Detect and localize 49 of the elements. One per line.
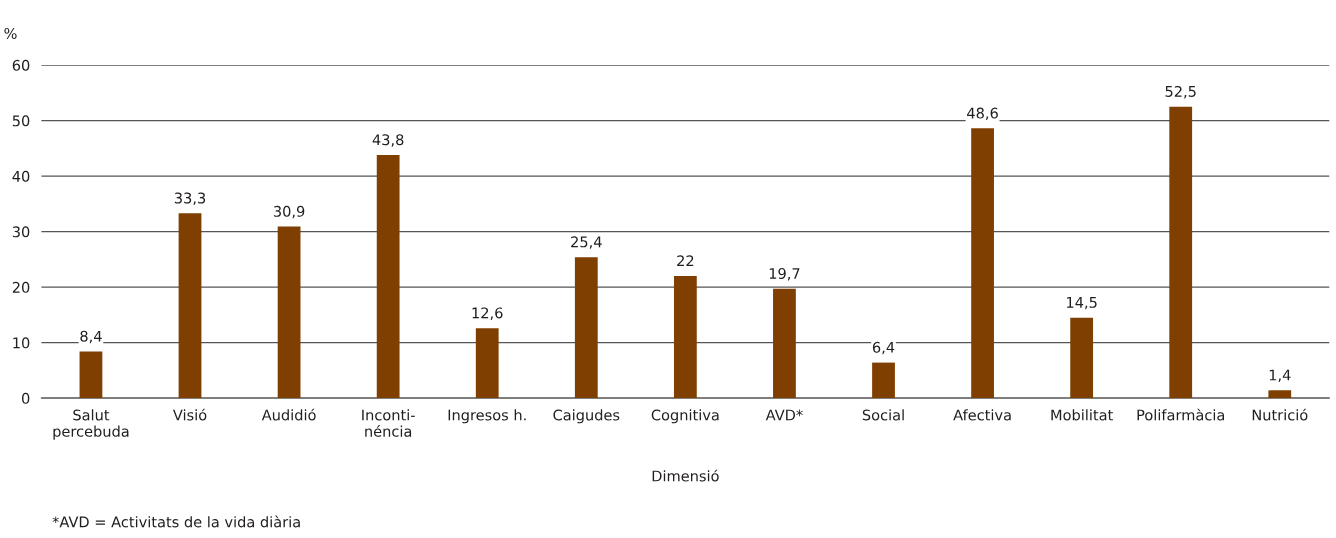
data-label: 25,4 bbox=[571, 236, 602, 249]
y-tick-label: 40 bbox=[12, 170, 30, 182]
y-tick-label: 0 bbox=[21, 392, 30, 404]
bar bbox=[178, 213, 202, 399]
data-label: 30,9 bbox=[273, 205, 305, 219]
x-tick-label: Cognitiva bbox=[651, 409, 719, 424]
x-tick-label: Salut percebuda bbox=[53, 409, 129, 440]
y-axis-title: % bbox=[4, 27, 17, 39]
bar bbox=[1268, 390, 1292, 399]
data-label: 8,4 bbox=[80, 330, 102, 344]
data-label: 22 bbox=[677, 255, 694, 267]
x-tick-label: Afectiva bbox=[953, 409, 1011, 421]
y-tick-label: 20 bbox=[12, 281, 30, 293]
bar bbox=[79, 351, 103, 399]
bar bbox=[475, 328, 499, 399]
x-tick-label: Visió bbox=[173, 408, 207, 421]
x-tick-label: Caigudes bbox=[553, 409, 620, 424]
data-label: 19,7 bbox=[769, 267, 800, 281]
bar bbox=[971, 128, 994, 399]
y-tick-label: 50 bbox=[12, 115, 30, 127]
x-tick-label: AVD* bbox=[765, 409, 803, 421]
x-tick-label: Inconti- néncia bbox=[362, 409, 415, 437]
x-tick-label: Ingresos h. bbox=[448, 409, 526, 424]
x-tick-label: Social bbox=[862, 409, 904, 421]
bar bbox=[1070, 317, 1094, 399]
x-tick-label: Polifarmàcia bbox=[1137, 408, 1225, 421]
bar bbox=[773, 288, 796, 399]
x-tick-label: Audidió bbox=[261, 408, 316, 421]
data-label: 12,6 bbox=[472, 307, 503, 320]
data-label: 52,5 bbox=[1165, 85, 1196, 99]
bar bbox=[872, 362, 895, 399]
bar bbox=[574, 257, 598, 399]
bar bbox=[673, 276, 697, 399]
data-label: 48,6 bbox=[967, 107, 998, 121]
data-label: 6,4 bbox=[872, 341, 895, 355]
x-axis-title: Dimensió bbox=[652, 469, 719, 482]
data-label: 14,5 bbox=[1067, 297, 1097, 310]
data-label: 33,3 bbox=[174, 192, 206, 206]
data-label: 43,8 bbox=[372, 134, 404, 147]
y-tick-label: 30 bbox=[12, 226, 30, 238]
bar bbox=[376, 155, 400, 399]
y-tick-label: 60 bbox=[12, 59, 30, 71]
text: *AVD = Activitats de la vida diària bbox=[52, 515, 300, 528]
bar bbox=[277, 226, 301, 399]
x-tick-label: Nutrició bbox=[1252, 408, 1308, 421]
x-tick-label: Mobilitat bbox=[1051, 409, 1113, 421]
y-tick-label: 10 bbox=[13, 337, 30, 349]
data-label: 1,4 bbox=[1269, 369, 1291, 383]
bar bbox=[1169, 106, 1193, 399]
